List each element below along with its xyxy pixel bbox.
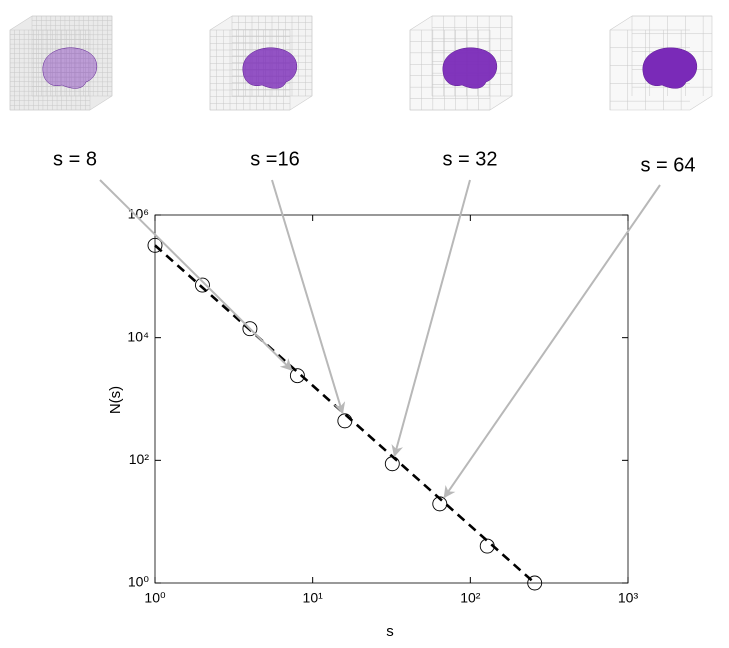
data-point xyxy=(338,414,352,428)
annotation-text: s =16 xyxy=(250,148,299,170)
y-tick-label: 10⁴ xyxy=(127,328,149,344)
voxel-images xyxy=(10,16,712,110)
y-axis-label: N(s) xyxy=(107,386,124,414)
x-tick-label: 10³ xyxy=(618,590,639,606)
y-tick-label: 10⁰ xyxy=(128,574,150,590)
annotation-arrow xyxy=(394,180,470,456)
x-tick-label: 10² xyxy=(460,590,481,606)
x-tick-label: 10⁰ xyxy=(144,590,166,606)
chart: s N(s) 10⁰10¹10²10³10⁰10²10⁴10⁶s = 8s =1… xyxy=(0,0,729,643)
plot-frame xyxy=(155,215,628,583)
y-tick-label: 10² xyxy=(129,451,150,467)
annotation-text: s = 64 xyxy=(640,154,695,176)
x-axis-label: s xyxy=(386,623,394,640)
annotation-text: s = 8 xyxy=(53,148,97,170)
annotation-text: s = 32 xyxy=(442,148,497,170)
x-tick-label: 10¹ xyxy=(303,590,324,606)
data-point xyxy=(385,457,399,471)
